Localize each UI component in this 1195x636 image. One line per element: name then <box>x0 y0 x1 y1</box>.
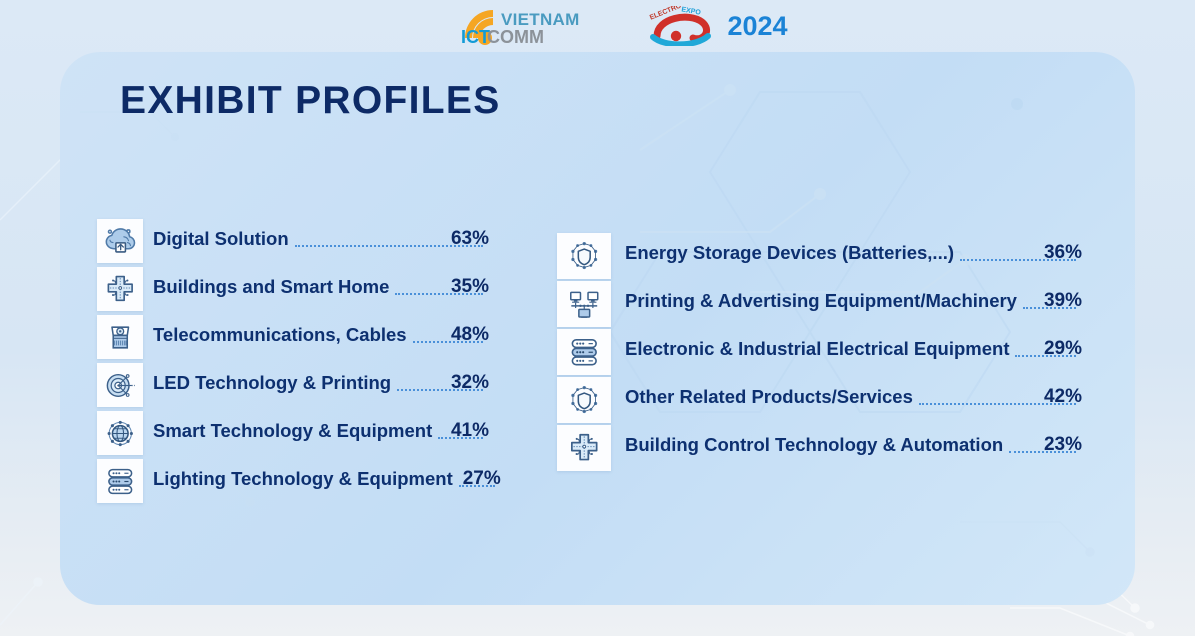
svg-text:COMM: COMM <box>487 27 544 46</box>
svg-text:ICT: ICT <box>461 27 490 46</box>
